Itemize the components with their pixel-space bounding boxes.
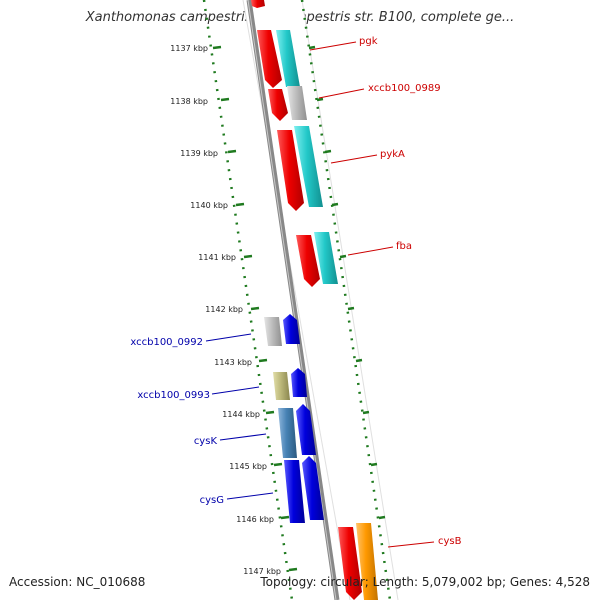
tick-label: 1143 kbp [214, 358, 252, 367]
gene-label-cysG[interactable]: cysG [200, 495, 224, 506]
gene-cysB-red[interactable] [338, 527, 362, 600]
gene-pgk-cyan[interactable] [276, 30, 300, 87]
tick-label: 1144 kbp [222, 410, 260, 419]
tick-label: 1147 kbp [243, 567, 281, 576]
gene-xccb100_0993-olive[interactable] [273, 372, 290, 400]
genome-summary-text: Topology: circular; Length: 5,079,002 bp… [260, 575, 590, 589]
gene-cysG-blue-inner[interactable] [284, 460, 305, 523]
tick-label: 1142 kbp [205, 305, 243, 314]
gene-label-cysK[interactable]: cysK [194, 436, 218, 447]
accession-text: Accession: NC_010688 [9, 575, 146, 589]
gene-xccb100_0989-red[interactable] [268, 89, 288, 121]
tick-label: 1140 kbp [190, 201, 228, 210]
gene-label-xccb100_0989[interactable]: xccb100_0989 [368, 83, 441, 94]
gene-xccb100_0992-grey[interactable] [264, 317, 282, 346]
gene-label-pykA[interactable]: pykA [380, 149, 405, 160]
gene-pgk-red[interactable] [257, 30, 282, 88]
genome-backbone [246, 0, 340, 600]
tick-label: 1138 kbp [170, 97, 208, 106]
tick-label: 1145 kbp [229, 462, 267, 471]
reverse-leader-lines [205, 333, 274, 500]
map-band-inner-edge [242, 0, 351, 600]
tick-ring-outer [300, 0, 392, 600]
gene-label-pgk[interactable]: pgk [359, 36, 378, 47]
gene-cysK-steel[interactable] [278, 408, 297, 458]
tick-label: 1139 kbp [180, 149, 218, 158]
gene-top-partial[interactable] [251, 0, 265, 8]
gene-label-fba[interactable]: fba [396, 241, 412, 252]
gene-fba-cyan[interactable] [314, 232, 338, 284]
tick-label: 1137 kbp [170, 44, 208, 53]
gene-pykA-cyan[interactable] [294, 126, 323, 207]
gene-label-cysB[interactable]: cysB [438, 536, 462, 547]
tick-label: 1141 kbp [198, 253, 236, 262]
outer-tick-marks [308, 45, 386, 520]
tick-ring-inner [202, 0, 294, 600]
gene-xccb100_0989-grey[interactable] [287, 86, 307, 120]
gene-fba-red[interactable] [296, 235, 320, 287]
gene-cysG-blue-outer[interactable] [302, 456, 324, 520]
genome-backbone-highlight [247, 0, 337, 600]
tick-marks [212, 45, 298, 572]
tick-label: 1146 kbp [236, 515, 274, 524]
gene-cysK-blue[interactable] [296, 404, 316, 455]
gene-label-xccb100_0992[interactable]: xccb100_0992 [130, 337, 203, 348]
gene-pykA-red[interactable] [277, 130, 304, 211]
gene-xccb100_0992-blue[interactable] [283, 314, 300, 344]
gene-xccb100_0993-blue[interactable] [291, 368, 307, 397]
gene-label-xccb100_0993[interactable]: xccb100_0993 [137, 390, 210, 401]
gene-cysB-orange[interactable] [356, 523, 378, 600]
forward-leader-lines [309, 41, 435, 548]
